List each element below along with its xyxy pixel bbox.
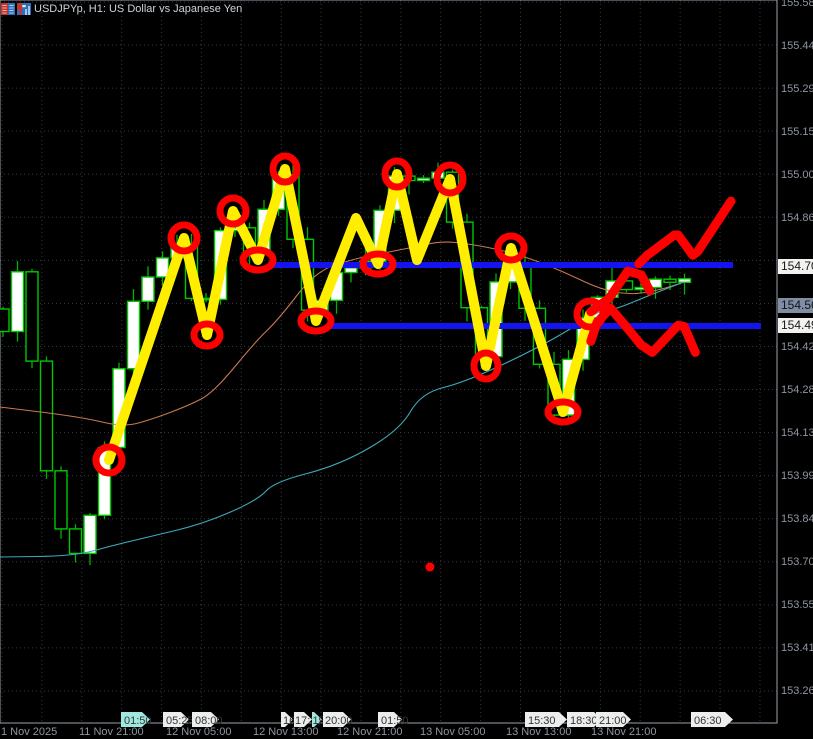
svg-text:21:00: 21:00 bbox=[599, 715, 627, 727]
svg-text:155.440: 155.440 bbox=[781, 40, 813, 52]
svg-text:16: 16 bbox=[283, 715, 295, 727]
svg-text:153.555: 153.555 bbox=[781, 599, 813, 611]
svg-text:155.005: 155.005 bbox=[781, 169, 813, 181]
svg-text:05:25: 05:25 bbox=[166, 715, 194, 727]
svg-text:154.700: 154.700 bbox=[781, 259, 813, 273]
svg-text:11 Nov 21:00: 11 Nov 21:00 bbox=[79, 726, 144, 738]
svg-text:1 Nov 2025: 1 Nov 2025 bbox=[1, 726, 57, 738]
svg-text:155.299: 155.299 bbox=[781, 83, 813, 95]
svg-text:USDJPYp, H1: US Dollar vs Jap: USDJPYp, H1: US Dollar vs Japanese Yen bbox=[34, 3, 242, 15]
svg-text:01:50: 01:50 bbox=[381, 715, 409, 727]
svg-text:153.845: 153.845 bbox=[781, 513, 813, 525]
svg-text:06:30: 06:30 bbox=[694, 715, 722, 727]
svg-text:12 Nov 13:00: 12 Nov 13:00 bbox=[253, 726, 318, 738]
svg-text:19: 19 bbox=[313, 715, 325, 727]
svg-text:154.564: 154.564 bbox=[781, 298, 813, 312]
svg-text:13 Nov 13:00: 13 Nov 13:00 bbox=[506, 726, 571, 738]
svg-text:154.494: 154.494 bbox=[781, 318, 813, 332]
svg-text:153.700: 153.700 bbox=[781, 556, 813, 568]
svg-text:13 Nov 05:00: 13 Nov 05:00 bbox=[420, 726, 485, 738]
svg-text:153.410: 153.410 bbox=[781, 642, 813, 654]
svg-text:13 Nov 21:00: 13 Nov 21:00 bbox=[591, 726, 656, 738]
svg-text:15:30: 15:30 bbox=[528, 715, 556, 727]
svg-text:153.990: 153.990 bbox=[781, 470, 813, 482]
svg-text:20:00: 20:00 bbox=[325, 715, 353, 727]
svg-text:154.139: 154.139 bbox=[781, 427, 813, 439]
svg-text:153.265: 153.265 bbox=[781, 685, 813, 697]
svg-text:155.585: 155.585 bbox=[781, 0, 813, 9]
svg-text:18:30: 18:30 bbox=[570, 715, 598, 727]
svg-text:12 Nov 21:00: 12 Nov 21:00 bbox=[337, 726, 402, 738]
svg-text:155.150: 155.150 bbox=[781, 126, 813, 138]
svg-text:154.860: 154.860 bbox=[781, 212, 813, 224]
svg-text:08:00: 08:00 bbox=[195, 715, 223, 727]
svg-text:12 Nov 05:00: 12 Nov 05:00 bbox=[166, 726, 231, 738]
svg-text:154.280: 154.280 bbox=[781, 384, 813, 396]
svg-text:01:50: 01:50 bbox=[124, 715, 152, 727]
svg-text:154.425: 154.425 bbox=[781, 341, 813, 353]
